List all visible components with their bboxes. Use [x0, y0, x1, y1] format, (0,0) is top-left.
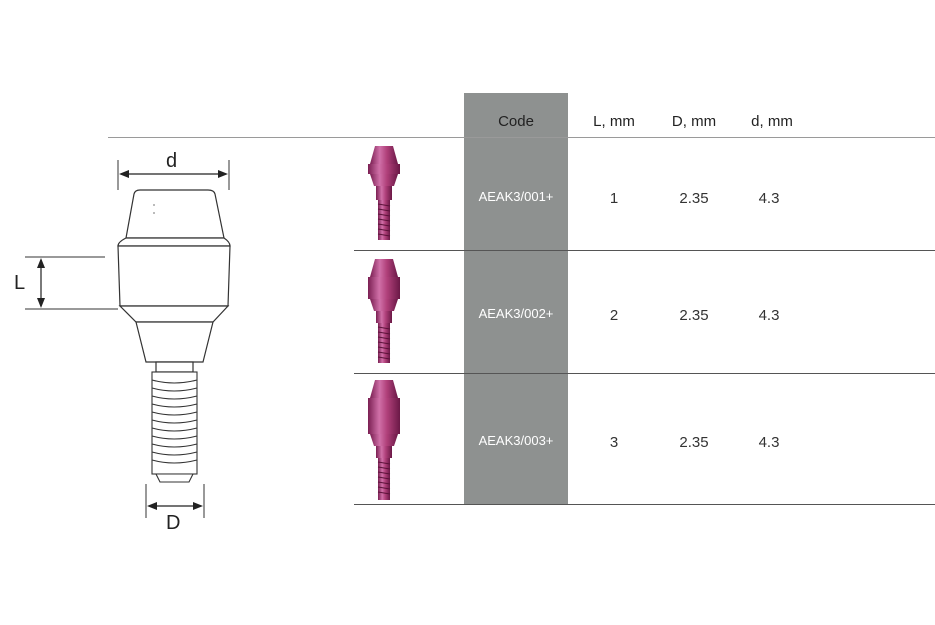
product-code: AEAK3/003+	[478, 433, 554, 448]
header-l-mm: L, mm	[593, 113, 635, 130]
code-column-band	[464, 93, 568, 505]
abutment-product-image	[368, 380, 400, 500]
header-divider	[108, 137, 935, 138]
dimension-label-d-top: d	[166, 150, 178, 172]
table-bottom-divider	[354, 504, 935, 505]
value-small-d: 4.3	[758, 434, 780, 451]
header-small-d-mm: d, mm	[751, 113, 793, 130]
abutment-technical-drawing	[25, 160, 231, 518]
product-code: AEAK3/001+	[478, 189, 554, 204]
dimension-label-d-bottom: D	[166, 512, 181, 534]
value-small-d: 4.3	[758, 307, 780, 324]
value-l: 3	[609, 434, 619, 451]
header-code: Code	[498, 113, 534, 130]
dimension-label-l: L	[14, 272, 26, 294]
value-l: 2	[609, 307, 619, 324]
value-l: 1	[609, 190, 619, 207]
header-big-d-mm: D, mm	[671, 113, 717, 130]
table-row	[354, 138, 935, 250]
value-big-d: 2.35	[679, 190, 709, 207]
product-code: AEAK3/002+	[478, 306, 554, 321]
abutment-product-image	[368, 146, 400, 240]
value-small-d: 4.3	[758, 190, 780, 207]
value-big-d: 2.35	[679, 307, 709, 324]
row-divider	[354, 373, 935, 374]
abutment-product-image	[368, 259, 400, 363]
row-divider	[354, 250, 935, 251]
value-big-d: 2.35	[679, 434, 709, 451]
